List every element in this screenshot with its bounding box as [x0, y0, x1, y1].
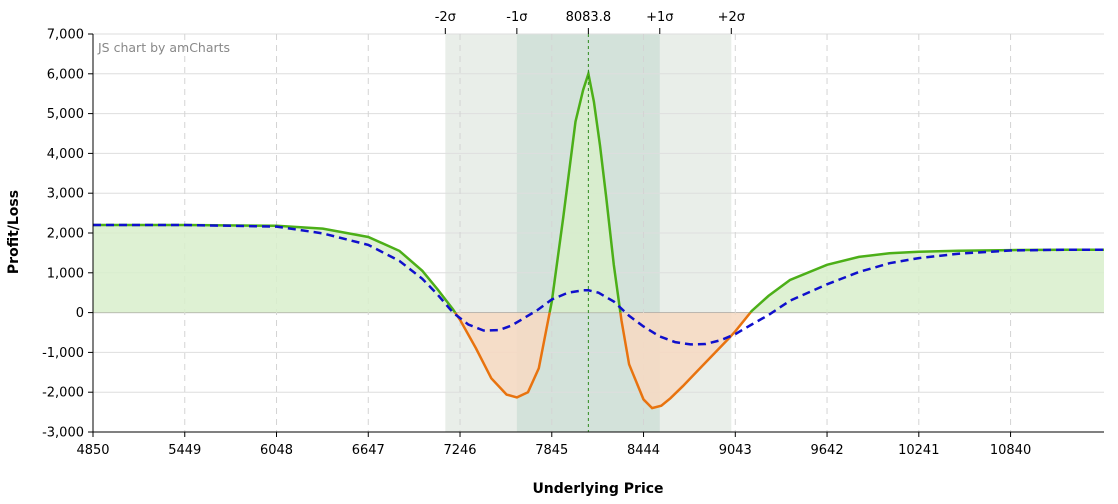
x-tick-label: 6647	[352, 443, 385, 458]
x-axis-title: Underlying Price	[532, 481, 663, 497]
y-tick-label: 4,000	[47, 147, 84, 162]
x-tick-label: 6048	[260, 443, 293, 458]
x-tick-label: 4850	[76, 443, 109, 458]
y-tick-label: 5,000	[47, 107, 84, 122]
x-tick-label: 5449	[168, 443, 201, 458]
axis-labels: JS chart by amCharts Underlying Price Pr…	[6, 40, 664, 497]
y-tick-label: 3,000	[47, 187, 84, 202]
x-tick-label: 7246	[443, 443, 476, 458]
y-tick-label: 7,000	[47, 28, 84, 43]
sigma-label: -1σ	[506, 10, 527, 25]
today-line[interactable]	[93, 223, 1104, 346]
profit-area	[93, 73, 1104, 313]
y-tick-label: -1,000	[42, 346, 84, 361]
y-tick-label: 1,000	[47, 266, 84, 281]
y-tick-label: -2,000	[42, 386, 84, 401]
sigma-label: +2σ	[718, 10, 745, 25]
series-lines	[93, 34, 1104, 432]
axes: -3,000 -2,000 -1,000 0 1,000 2,000 3,000 4,000 5…	[42, 10, 1104, 458]
y-tick-label: -3,000	[42, 426, 84, 441]
sigma-label: 8083.8	[566, 10, 612, 25]
x-tick-label: 9642	[811, 443, 844, 458]
loss-area	[455, 312, 751, 409]
y-axis-title: Profit/Loss	[6, 190, 22, 274]
y-tick-label: 0	[76, 306, 84, 321]
sigma-label: +1σ	[646, 10, 673, 25]
y-tick-label: 2,000	[47, 227, 84, 242]
x-tick-label: 7845	[535, 443, 568, 458]
sigma-label: -2σ	[435, 10, 456, 25]
profit-loss-fills	[93, 73, 1104, 409]
x-tick-label: 9043	[719, 443, 752, 458]
y-tick-label: 6,000	[47, 67, 84, 82]
x-tick-label: 10840	[990, 443, 1031, 458]
x-tick-label: 8444	[627, 443, 660, 458]
x-tick-label: 10241	[898, 443, 939, 458]
chart-credit[interactable]: JS chart by amCharts	[97, 40, 230, 55]
expiration-line-profit[interactable]	[93, 68, 1104, 408]
